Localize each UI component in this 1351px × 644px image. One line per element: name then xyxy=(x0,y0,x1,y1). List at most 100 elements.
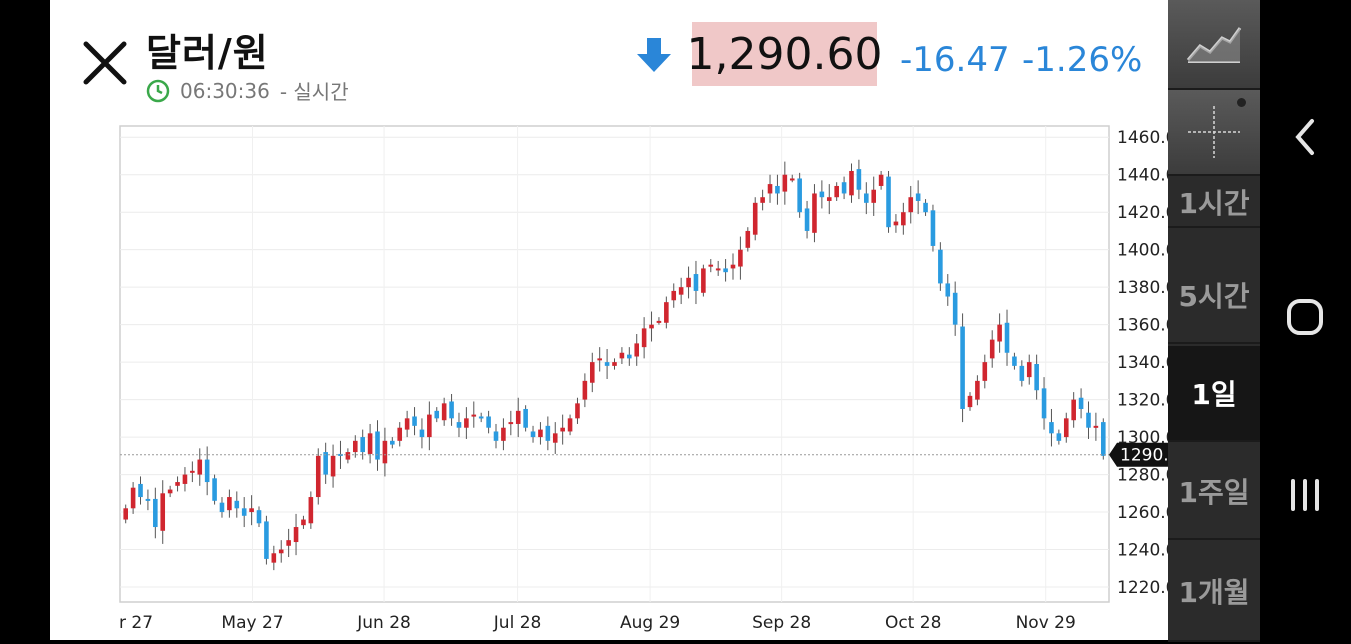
candle-body xyxy=(538,429,543,438)
candle-body xyxy=(849,170,854,196)
x-tick-label: Sep 28 xyxy=(752,613,811,633)
realtime-label: - 실시간 xyxy=(279,80,349,104)
candle-body xyxy=(701,268,706,293)
candle-body xyxy=(871,189,877,203)
tab-1h[interactable]: 1시간 xyxy=(1168,176,1260,228)
close-icon[interactable] xyxy=(82,40,128,86)
candle-body xyxy=(930,210,936,246)
candle-body xyxy=(715,268,721,271)
price-change: -16.47 xyxy=(900,40,1010,80)
candle-body xyxy=(464,418,469,428)
candle-body xyxy=(382,440,388,464)
candle-body xyxy=(227,497,232,511)
candle-body xyxy=(412,416,417,426)
candle-body xyxy=(967,395,973,408)
candle-body xyxy=(434,410,440,419)
candle-body xyxy=(1101,422,1106,456)
candle-body xyxy=(878,174,884,186)
y-tick-label: 1220.00 xyxy=(1117,578,1168,598)
y-tick-label: 1420.00 xyxy=(1117,203,1168,223)
candle-body xyxy=(360,437,365,453)
candle-body xyxy=(812,193,817,233)
candle-body xyxy=(530,431,536,438)
tab-1d[interactable]: 1일 xyxy=(1168,346,1260,442)
candle-body xyxy=(278,549,284,554)
candle-body xyxy=(678,287,684,295)
candle-body xyxy=(1049,422,1054,434)
x-tick-label: Aug 29 xyxy=(620,613,680,633)
indicator-dot xyxy=(1237,98,1246,107)
candle-body xyxy=(1012,356,1017,366)
candle-body xyxy=(997,324,1002,342)
candle-body xyxy=(693,274,699,291)
plot-area xyxy=(119,125,1110,603)
candle-body xyxy=(123,508,128,520)
candle-body xyxy=(782,174,788,192)
candle-body xyxy=(1078,397,1084,409)
candle-body xyxy=(901,212,906,226)
candle-body xyxy=(589,362,595,383)
candle-body xyxy=(352,440,358,453)
candle-body xyxy=(619,352,625,359)
candle-body xyxy=(826,197,832,201)
chart-type-icon[interactable] xyxy=(1168,0,1260,90)
tab-5h[interactable]: 5시간 xyxy=(1168,248,1260,344)
system-nav-bar xyxy=(1260,0,1351,640)
candle-body xyxy=(234,500,240,509)
candle-body xyxy=(1026,362,1032,378)
candle-body xyxy=(508,422,514,425)
down-arrow-icon xyxy=(635,36,673,74)
candle-body xyxy=(471,414,477,417)
candle-body xyxy=(789,178,795,181)
candle-body xyxy=(219,502,225,513)
y-tick-label: 1320.00 xyxy=(1117,391,1168,411)
candle-body xyxy=(671,290,677,301)
candle-body xyxy=(649,324,654,329)
candle-body xyxy=(1071,399,1076,421)
candle-body xyxy=(723,268,728,273)
candle-body xyxy=(945,283,951,297)
candle-body xyxy=(138,483,143,498)
candle-body xyxy=(145,498,151,501)
candlestick-chart[interactable]: 1460.00 1440.00 1420.00 1400.00 1380.00 1360.… xyxy=(68,124,1199,640)
candle-body xyxy=(523,408,528,428)
chart-panel: 달러/원 06:30:36 - 실시간 1,290.60 -16.47 -1.2… xyxy=(50,0,1199,640)
candle-body xyxy=(864,193,869,203)
crosshair-icon[interactable] xyxy=(1168,90,1260,176)
back-icon[interactable] xyxy=(1280,112,1330,162)
candle-body xyxy=(330,455,336,477)
candle-body xyxy=(249,508,254,513)
candle-body xyxy=(1004,322,1010,353)
candle-body xyxy=(841,182,847,194)
candle-body xyxy=(190,470,195,473)
x-tick-label: r 27 xyxy=(119,613,153,633)
candle-body xyxy=(286,540,291,546)
candle-body xyxy=(256,510,262,524)
tab-1m[interactable]: 1개월 xyxy=(1168,542,1260,642)
candle-body xyxy=(271,553,277,563)
home-icon[interactable] xyxy=(1280,292,1330,342)
candle-body xyxy=(627,354,632,359)
chart-toolbar: 1시간 5시간 1일 1주일 1개월 xyxy=(1168,0,1260,642)
candle-body xyxy=(390,440,395,445)
candle-body xyxy=(908,197,914,213)
candle-body xyxy=(708,264,714,267)
candle-body xyxy=(575,403,580,419)
update-time: 06:30:36 xyxy=(180,78,270,103)
candle-body xyxy=(441,403,447,421)
candle-body xyxy=(923,202,928,213)
candle-body xyxy=(960,326,965,409)
candle-body xyxy=(545,425,551,441)
candle-body xyxy=(264,521,269,559)
candle-body xyxy=(641,328,647,348)
tab-1w[interactable]: 1주일 xyxy=(1168,444,1260,540)
candle-body xyxy=(893,221,899,226)
candle-body xyxy=(560,427,565,432)
candle-body xyxy=(582,380,588,400)
y-tick-label: 1440.00 xyxy=(1117,166,1168,186)
candle-body xyxy=(552,433,558,443)
recent-apps-icon[interactable] xyxy=(1280,470,1330,520)
candle-body xyxy=(604,362,610,366)
candle-body xyxy=(656,320,662,323)
candle-body xyxy=(1056,433,1062,441)
